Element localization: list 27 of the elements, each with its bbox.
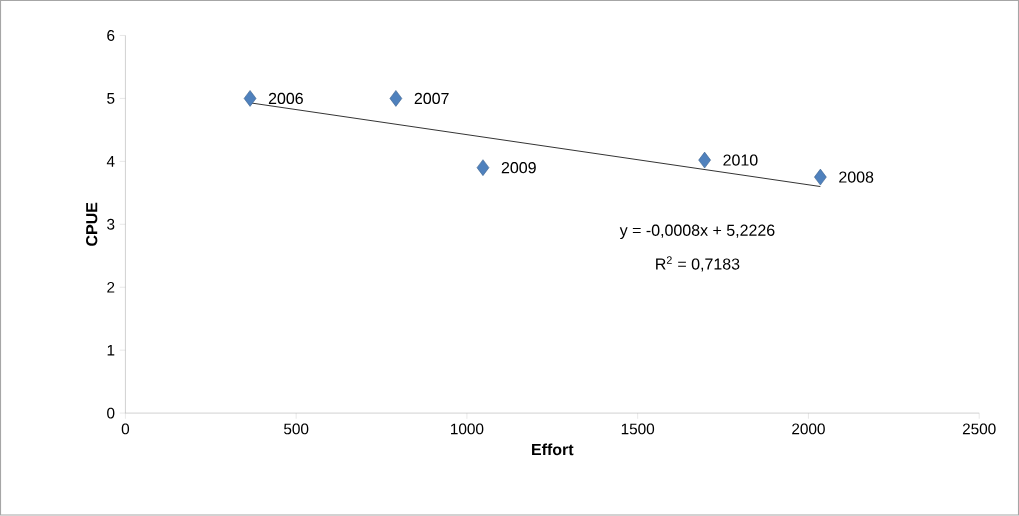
point	[476, 159, 490, 177]
x-tick-label: 1500	[621, 423, 655, 435]
y-tick-label: 3	[107, 219, 115, 230]
y-tick-label: 0	[107, 407, 115, 419]
annotation: 2009	[501, 162, 536, 174]
x-tick-label: 2000	[792, 423, 825, 435]
y-tick-label: 2	[107, 282, 115, 293]
annotation: y = -0,0008x + 5,2226	[619, 224, 775, 240]
x-tick-label: 500	[283, 423, 309, 435]
annotation: 2010	[723, 154, 758, 166]
point	[243, 90, 257, 107]
annotation: 2007	[414, 93, 449, 105]
y-tick-label: 1	[107, 345, 115, 356]
y-axis-title: CPUE	[86, 202, 98, 247]
point	[389, 90, 403, 107]
x-tick-label: 0	[121, 423, 130, 435]
x-axis-title: Effort	[532, 443, 574, 456]
x-tick-label: 2500	[962, 423, 996, 435]
y-tick-label: 4	[106, 156, 115, 167]
annotation: R$^{2}$ = 0,7183	[656, 256, 740, 272]
y-tick-label: 6	[107, 30, 115, 42]
point	[698, 152, 711, 169]
annotation: 2008	[839, 171, 874, 183]
point	[814, 169, 827, 186]
annotation: 2006	[268, 93, 303, 105]
y-tick-label: 5	[107, 93, 115, 104]
x-tick-label: 1000	[451, 423, 484, 435]
